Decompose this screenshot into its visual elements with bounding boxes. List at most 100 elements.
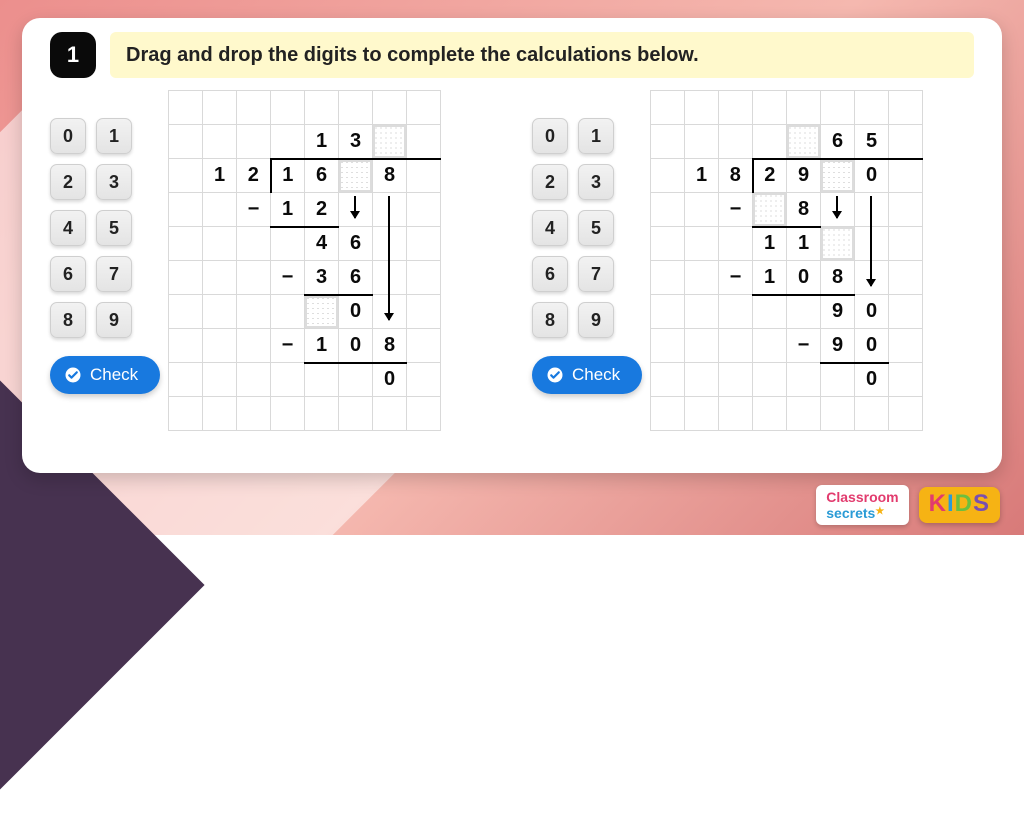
grid-cell [685, 227, 719, 261]
check-button-right[interactable]: Check [532, 356, 642, 394]
grid-cell: 0 [339, 329, 373, 363]
grid-cell [271, 91, 305, 125]
grid-cell [339, 91, 373, 125]
grid-cell: 6 [305, 159, 339, 193]
grid-cell [169, 159, 203, 193]
grid-cell [339, 397, 373, 431]
drop-target[interactable] [821, 227, 855, 261]
drop-target[interactable] [821, 159, 855, 193]
grid-cell [203, 363, 237, 397]
drop-target[interactable] [787, 125, 821, 159]
grid-cell: − [719, 261, 753, 295]
grid-cell [889, 295, 923, 329]
digit-chip-3[interactable]: 3 [96, 164, 132, 200]
digit-chip-5[interactable]: 5 [578, 210, 614, 246]
grid-cell [719, 125, 753, 159]
grid-cell [169, 91, 203, 125]
grid-cell [169, 125, 203, 159]
grid-cell [719, 227, 753, 261]
grid-cell: − [271, 329, 305, 363]
drop-target[interactable] [339, 159, 373, 193]
grid-cell: 0 [339, 295, 373, 329]
grid-cell [787, 91, 821, 125]
grid-cell [651, 91, 685, 125]
bring-down-arrow [354, 196, 356, 218]
drop-target[interactable] [305, 295, 339, 329]
grid-cell [169, 397, 203, 431]
grid-cell: 5 [855, 125, 889, 159]
grid-cell: 6 [339, 261, 373, 295]
grid-cell [407, 125, 441, 159]
grid-cell: 1 [685, 159, 719, 193]
grid-cell [237, 227, 271, 261]
calc-grid-right: 6518290−811−10890−900 [650, 90, 923, 431]
grid-cell: 0 [855, 363, 889, 397]
digit-chip-4[interactable]: 4 [532, 210, 568, 246]
grid-cell [237, 295, 271, 329]
grid-cell [821, 363, 855, 397]
digit-chip-8[interactable]: 8 [532, 302, 568, 338]
digit-chip-4[interactable]: 4 [50, 210, 86, 246]
grid-cell [753, 295, 787, 329]
grid-cell: − [719, 193, 753, 227]
problem-left: 0123456789 Check 1312168−1246−360−1080 [50, 90, 492, 455]
grid-cell [407, 91, 441, 125]
digit-chip-0[interactable]: 0 [532, 118, 568, 154]
digit-chip-3[interactable]: 3 [578, 164, 614, 200]
grid-cell [407, 227, 441, 261]
grid-cell [407, 363, 441, 397]
digit-chip-2[interactable]: 2 [50, 164, 86, 200]
digit-chip-7[interactable]: 7 [578, 256, 614, 292]
digit-chip-9[interactable]: 9 [96, 302, 132, 338]
digit-chip-0[interactable]: 0 [50, 118, 86, 154]
grid-cell [889, 397, 923, 431]
grid-cell [651, 159, 685, 193]
grid-cell [753, 91, 787, 125]
grid-cell [169, 295, 203, 329]
grid-cell [889, 159, 923, 193]
grid-cell: 4 [305, 227, 339, 261]
drop-target[interactable] [753, 193, 787, 227]
grid-cell [305, 91, 339, 125]
digit-chip-2[interactable]: 2 [532, 164, 568, 200]
grid-cell [271, 397, 305, 431]
grid-cell [169, 227, 203, 261]
check-icon [546, 366, 564, 384]
digit-chip-7[interactable]: 7 [96, 256, 132, 292]
bring-down-arrow [836, 196, 838, 218]
digit-chip-8[interactable]: 8 [50, 302, 86, 338]
digit-chip-9[interactable]: 9 [578, 302, 614, 338]
grid-cell [685, 91, 719, 125]
grid-cell [373, 397, 407, 431]
brand-logos: Classroom secrets★ KIDS [816, 485, 1000, 525]
bring-down-arrow [870, 196, 872, 286]
grid-cell [407, 397, 441, 431]
grid-cell: 8 [373, 159, 407, 193]
digit-chip-6[interactable]: 6 [50, 256, 86, 292]
grid-cell [203, 397, 237, 431]
grid-cell: 8 [787, 193, 821, 227]
digit-palette-left: 0123456789 Check [50, 90, 150, 394]
grid-cell [373, 91, 407, 125]
check-button-left[interactable]: Check [50, 356, 160, 394]
drop-target[interactable] [373, 125, 407, 159]
digit-chip-1[interactable]: 1 [578, 118, 614, 154]
grid-cell: 0 [787, 261, 821, 295]
digit-chip-5[interactable]: 5 [96, 210, 132, 246]
digit-chip-6[interactable]: 6 [532, 256, 568, 292]
grid-cell [237, 363, 271, 397]
calc-grid-left: 1312168−1246−360−1080 [168, 90, 441, 431]
bring-down-arrow [388, 196, 390, 320]
grid-cell [237, 261, 271, 295]
grid-cell [169, 363, 203, 397]
grid-cell [169, 329, 203, 363]
grid-cell [203, 91, 237, 125]
grid-cell [685, 363, 719, 397]
grid-cell [821, 91, 855, 125]
grid-cell: − [237, 193, 271, 227]
classroom-secrets-logo: Classroom secrets★ [816, 485, 908, 525]
grid-cell [237, 329, 271, 363]
digit-chip-1[interactable]: 1 [96, 118, 132, 154]
grid-cell [719, 397, 753, 431]
grid-cell [339, 363, 373, 397]
